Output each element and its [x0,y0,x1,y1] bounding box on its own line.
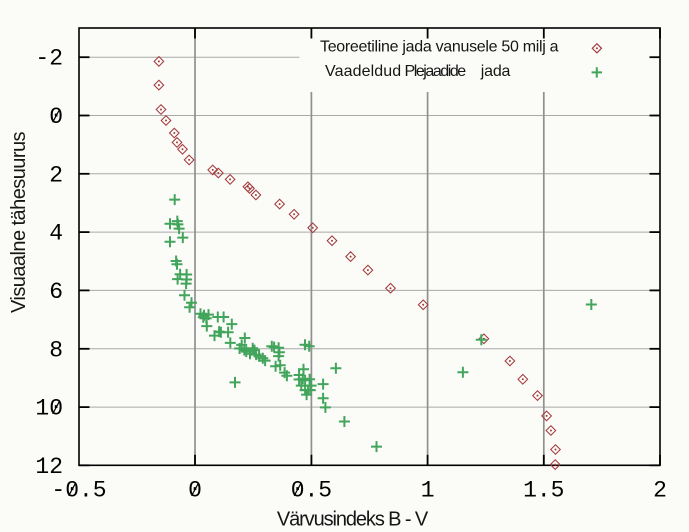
svg-text:-0.5: -0.5 [51,478,106,504]
svg-text:Teoreetiline jada vanusele 50: Teoreetiline jada vanusele 50 milj a [320,39,559,56]
svg-text:4: 4 [49,221,63,247]
svg-text:-2: -2 [35,46,63,72]
svg-text:1.5: 1.5 [523,478,564,504]
svg-text:1: 1 [421,478,435,504]
svg-text:2: 2 [653,478,667,504]
svg-text:12: 12 [35,454,63,480]
svg-text:Vaadeldud: Vaadeldud [325,63,401,80]
svg-text:Visuaalne tähesuurus: Visuaalne tähesuurus [8,131,30,313]
svg-text:Värvusindeks B - V: Värvusindeks B - V [277,509,429,531]
svg-text:Plejaadide: Plejaadide [405,63,467,80]
svg-text:10: 10 [35,396,63,422]
svg-text:6: 6 [49,279,63,305]
svg-text:jada: jada [480,63,511,80]
svg-text:2: 2 [49,162,63,188]
svg-text:8: 8 [49,337,63,363]
